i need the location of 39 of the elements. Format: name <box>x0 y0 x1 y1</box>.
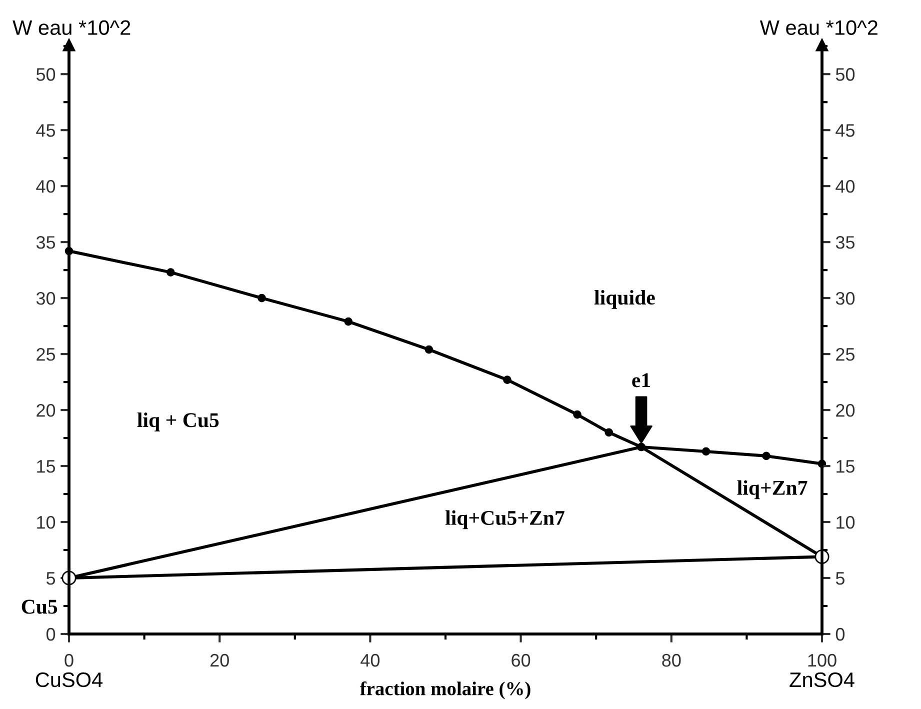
annotation: e1 <box>632 373 650 388</box>
y2-tick-label: 25 <box>836 348 855 361</box>
x-tick-label: 0 <box>64 654 74 667</box>
y-tick-label: 15 <box>37 460 56 473</box>
annotation: liquide <box>594 290 655 309</box>
y-tick-label: 40 <box>36 180 56 193</box>
x-tick-label: 80 <box>662 654 681 667</box>
y2-tick-label: 50 <box>836 68 855 81</box>
y2-tick-label: 35 <box>836 236 855 249</box>
y-tick-label: 10 <box>37 516 56 529</box>
x-tick-label: 100 <box>808 654 836 667</box>
y2-tick-label: 45 <box>836 124 855 137</box>
x-tick-label: 40 <box>360 654 380 667</box>
text: CuSO4 <box>36 672 103 688</box>
y2-tick-label: 40 <box>836 180 855 193</box>
x-axis-title: fraction molaire (%) <box>360 681 530 700</box>
annotation: liq+Cu5+Zn7 <box>445 510 564 530</box>
annotation: liq+Zn7 <box>737 480 808 500</box>
y-axis-title: W eau *10^2 <box>12 20 130 35</box>
y-tick-label: 0 <box>46 628 56 641</box>
y2-tick-label: 15 <box>836 460 855 473</box>
text: ZnSO4 <box>790 672 854 688</box>
y-tick-label: 25 <box>36 348 56 361</box>
x-tick-label: 20 <box>210 654 229 667</box>
y-tick-label: 45 <box>36 124 56 137</box>
y-tick-label: 5 <box>46 572 56 585</box>
y2-tick-label: 5 <box>836 572 844 585</box>
y2-axis-title: W eau *10^2 <box>760 20 878 35</box>
y2-tick-label: 30 <box>836 292 855 305</box>
y-tick-label: 20 <box>36 404 56 417</box>
annotation: Cu5 <box>22 600 58 614</box>
y2-tick-label: 0 <box>836 628 845 641</box>
y2-tick-label: 10 <box>836 516 855 529</box>
y-tick-label: 50 <box>36 68 56 81</box>
annotation: liq + Cu5 <box>137 412 219 432</box>
x-tick-label: 60 <box>512 654 530 667</box>
y-tick-label: 35 <box>36 236 56 249</box>
y-tick-label: 30 <box>36 292 56 305</box>
y2-tick-label: 20 <box>836 404 855 417</box>
